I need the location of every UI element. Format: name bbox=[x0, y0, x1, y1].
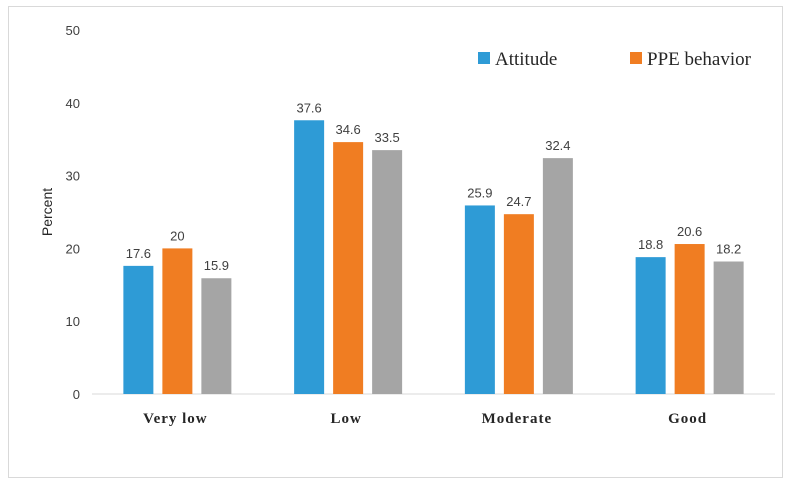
y-tick-label: 10 bbox=[66, 314, 80, 329]
y-tick-label: 50 bbox=[66, 23, 80, 38]
bar bbox=[162, 248, 193, 394]
data-label: 37.6 bbox=[296, 100, 321, 115]
data-label: 17.6 bbox=[126, 246, 151, 261]
data-label: 32.4 bbox=[545, 138, 570, 153]
bar bbox=[201, 278, 232, 394]
data-label: 18.2 bbox=[716, 242, 741, 257]
data-label: 34.6 bbox=[335, 122, 360, 137]
y-tick-label: 40 bbox=[66, 96, 80, 111]
x-tick-label: Low bbox=[330, 411, 361, 427]
x-tick-label: Good bbox=[668, 411, 707, 427]
bar bbox=[503, 214, 534, 394]
data-label: 33.5 bbox=[374, 130, 399, 145]
x-tick-label: Very low bbox=[143, 411, 208, 427]
legend-label: Attitude bbox=[495, 49, 557, 70]
legend-label: PPE behavior bbox=[647, 49, 752, 70]
x-tick-label: Moderate bbox=[482, 411, 552, 427]
bar bbox=[542, 158, 573, 394]
legend-swatch bbox=[630, 52, 642, 64]
bar bbox=[635, 257, 666, 394]
legend-swatch bbox=[478, 52, 490, 64]
data-label: 20 bbox=[170, 228, 184, 243]
bar bbox=[674, 244, 705, 394]
data-label: 25.9 bbox=[467, 185, 492, 200]
y-tick-label: 20 bbox=[66, 241, 80, 256]
data-label: 20.6 bbox=[677, 224, 702, 239]
data-label: 24.7 bbox=[506, 194, 531, 209]
data-label: 18.8 bbox=[638, 237, 663, 252]
bar bbox=[713, 261, 744, 394]
y-tick-label: 30 bbox=[66, 169, 80, 184]
data-label: 15.9 bbox=[204, 258, 229, 273]
bar bbox=[372, 150, 403, 394]
bar bbox=[333, 142, 364, 394]
bar bbox=[464, 205, 495, 394]
y-tick-label: 0 bbox=[73, 387, 80, 402]
bar bbox=[123, 265, 154, 394]
bar bbox=[294, 120, 325, 394]
y-axis-label: Percent bbox=[39, 188, 55, 236]
